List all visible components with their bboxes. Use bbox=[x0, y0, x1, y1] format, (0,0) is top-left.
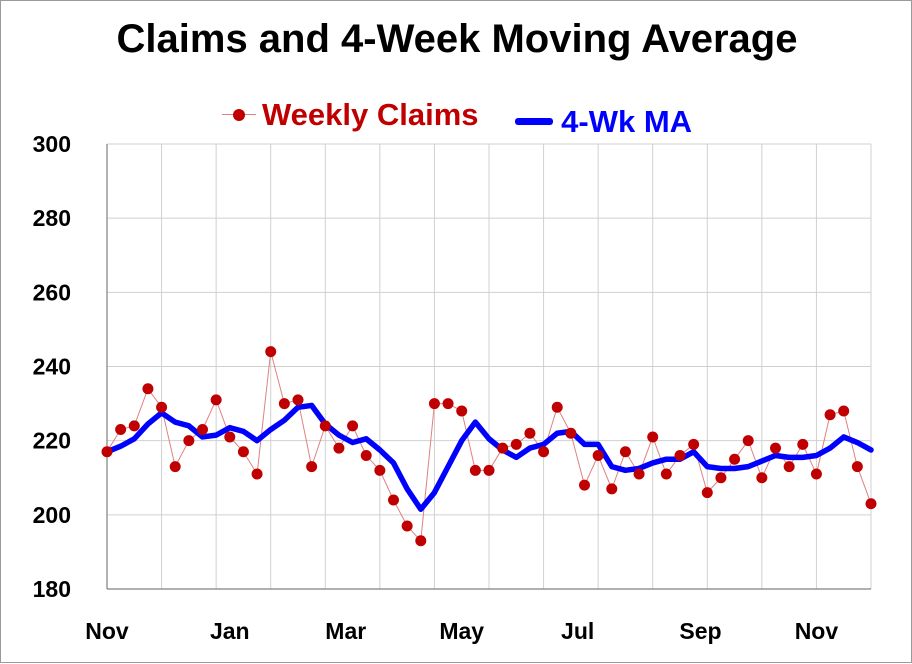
weekly-claims-point bbox=[469, 464, 481, 476]
legend-marker-dot bbox=[221, 105, 256, 125]
weekly-claims-point bbox=[483, 464, 495, 476]
weekly-claims-point bbox=[401, 520, 413, 532]
legend-item-weekly-claims: Weekly Claims bbox=[221, 97, 479, 133]
weekly-claims-point bbox=[224, 431, 236, 443]
weekly-claims-point bbox=[101, 446, 113, 458]
y-tick-label: 240 bbox=[33, 354, 71, 380]
weekly-claims-point bbox=[374, 464, 386, 476]
x-tick-label: Nov bbox=[795, 618, 839, 644]
weekly-claims-point bbox=[497, 442, 509, 454]
weekly-claims-point bbox=[770, 442, 781, 454]
weekly-claims-point bbox=[701, 487, 713, 499]
weekly-claims-point bbox=[647, 431, 659, 443]
legend-item-4wk-ma: 4-Wk MA bbox=[515, 104, 692, 140]
x-tick-label: May bbox=[439, 618, 484, 644]
weekly-claims-point bbox=[606, 483, 618, 495]
weekly-claims-point bbox=[169, 461, 181, 473]
y-tick-label: 300 bbox=[33, 131, 71, 157]
weekly-claims-point bbox=[347, 420, 359, 432]
legend: Weekly Claims 4-Wk MA bbox=[1, 97, 912, 140]
x-tick-label: Jul bbox=[561, 618, 594, 644]
chart-title: Claims and 4-Week Moving Average bbox=[116, 17, 798, 61]
y-tick-label: 220 bbox=[33, 428, 71, 454]
weekly-claims-point bbox=[319, 420, 331, 432]
weekly-claims-point bbox=[592, 450, 604, 461]
y-tick-label: 180 bbox=[33, 576, 71, 602]
weekly-claims-point bbox=[360, 450, 372, 461]
weekly-claims-point bbox=[742, 435, 754, 447]
weekly-claims-point bbox=[729, 453, 741, 465]
weekly-claims-point bbox=[619, 446, 631, 458]
weekly-claims-point bbox=[251, 468, 263, 480]
weekly-claims-point bbox=[388, 494, 399, 506]
weekly-claims-point bbox=[456, 405, 468, 417]
weekly-claims-point bbox=[579, 479, 590, 491]
weekly-claims-point bbox=[292, 394, 304, 406]
weekly-claims-point bbox=[128, 420, 140, 432]
weekly-claims-point bbox=[210, 394, 222, 406]
x-tick-label: Mar bbox=[325, 618, 366, 644]
weekly-claims-point bbox=[510, 438, 522, 450]
weekly-claims-point bbox=[237, 446, 249, 458]
weekly-claims-point bbox=[865, 498, 877, 510]
weekly-claims-point bbox=[851, 461, 863, 473]
weekly-claims-point bbox=[197, 424, 208, 436]
weekly-claims-point bbox=[142, 383, 154, 395]
series-4wk-ma-line bbox=[104, 402, 874, 513]
weekly-claims-point bbox=[278, 398, 290, 410]
weekly-claims-point bbox=[674, 450, 686, 461]
x-tick-label: Nov bbox=[85, 618, 129, 644]
weekly-claims-point bbox=[797, 438, 809, 450]
weekly-claims-point bbox=[333, 442, 345, 454]
weekly-claims-point bbox=[565, 427, 577, 439]
x-tick-label: Sep bbox=[679, 618, 721, 644]
weekly-claims-point bbox=[715, 472, 727, 484]
weekly-claims-point bbox=[633, 468, 645, 480]
weekly-claims-point bbox=[524, 427, 536, 439]
y-tick-label: 200 bbox=[33, 502, 71, 528]
x-tick-label: Jan bbox=[210, 618, 250, 644]
weekly-claims-point bbox=[838, 405, 850, 417]
weekly-claims-point bbox=[551, 401, 563, 413]
legend-label-4wk-ma: 4-Wk MA bbox=[561, 103, 693, 139]
weekly-claims-point bbox=[688, 438, 700, 450]
weekly-claims-point bbox=[415, 535, 427, 547]
weekly-claims-point bbox=[265, 346, 277, 358]
weekly-claims-point bbox=[442, 398, 454, 410]
y-tick-label: 260 bbox=[33, 279, 71, 305]
weekly-claims-point bbox=[183, 435, 195, 447]
weekly-claims-point bbox=[756, 472, 768, 484]
legend-marker-line bbox=[515, 118, 554, 125]
weekly-claims-point bbox=[810, 468, 822, 480]
weekly-claims-point bbox=[824, 409, 836, 421]
weekly-claims-point bbox=[156, 401, 168, 413]
y-tick-label: 280 bbox=[33, 205, 71, 231]
weekly-claims-point bbox=[538, 446, 550, 458]
weekly-claims-point bbox=[428, 398, 440, 410]
weekly-claims-point bbox=[783, 461, 795, 473]
weekly-claims-point bbox=[115, 424, 127, 436]
weekly-claims-point bbox=[660, 468, 672, 480]
weekly-claims-point bbox=[306, 461, 318, 473]
legend-label-weekly-claims: Weekly Claims bbox=[261, 97, 479, 132]
